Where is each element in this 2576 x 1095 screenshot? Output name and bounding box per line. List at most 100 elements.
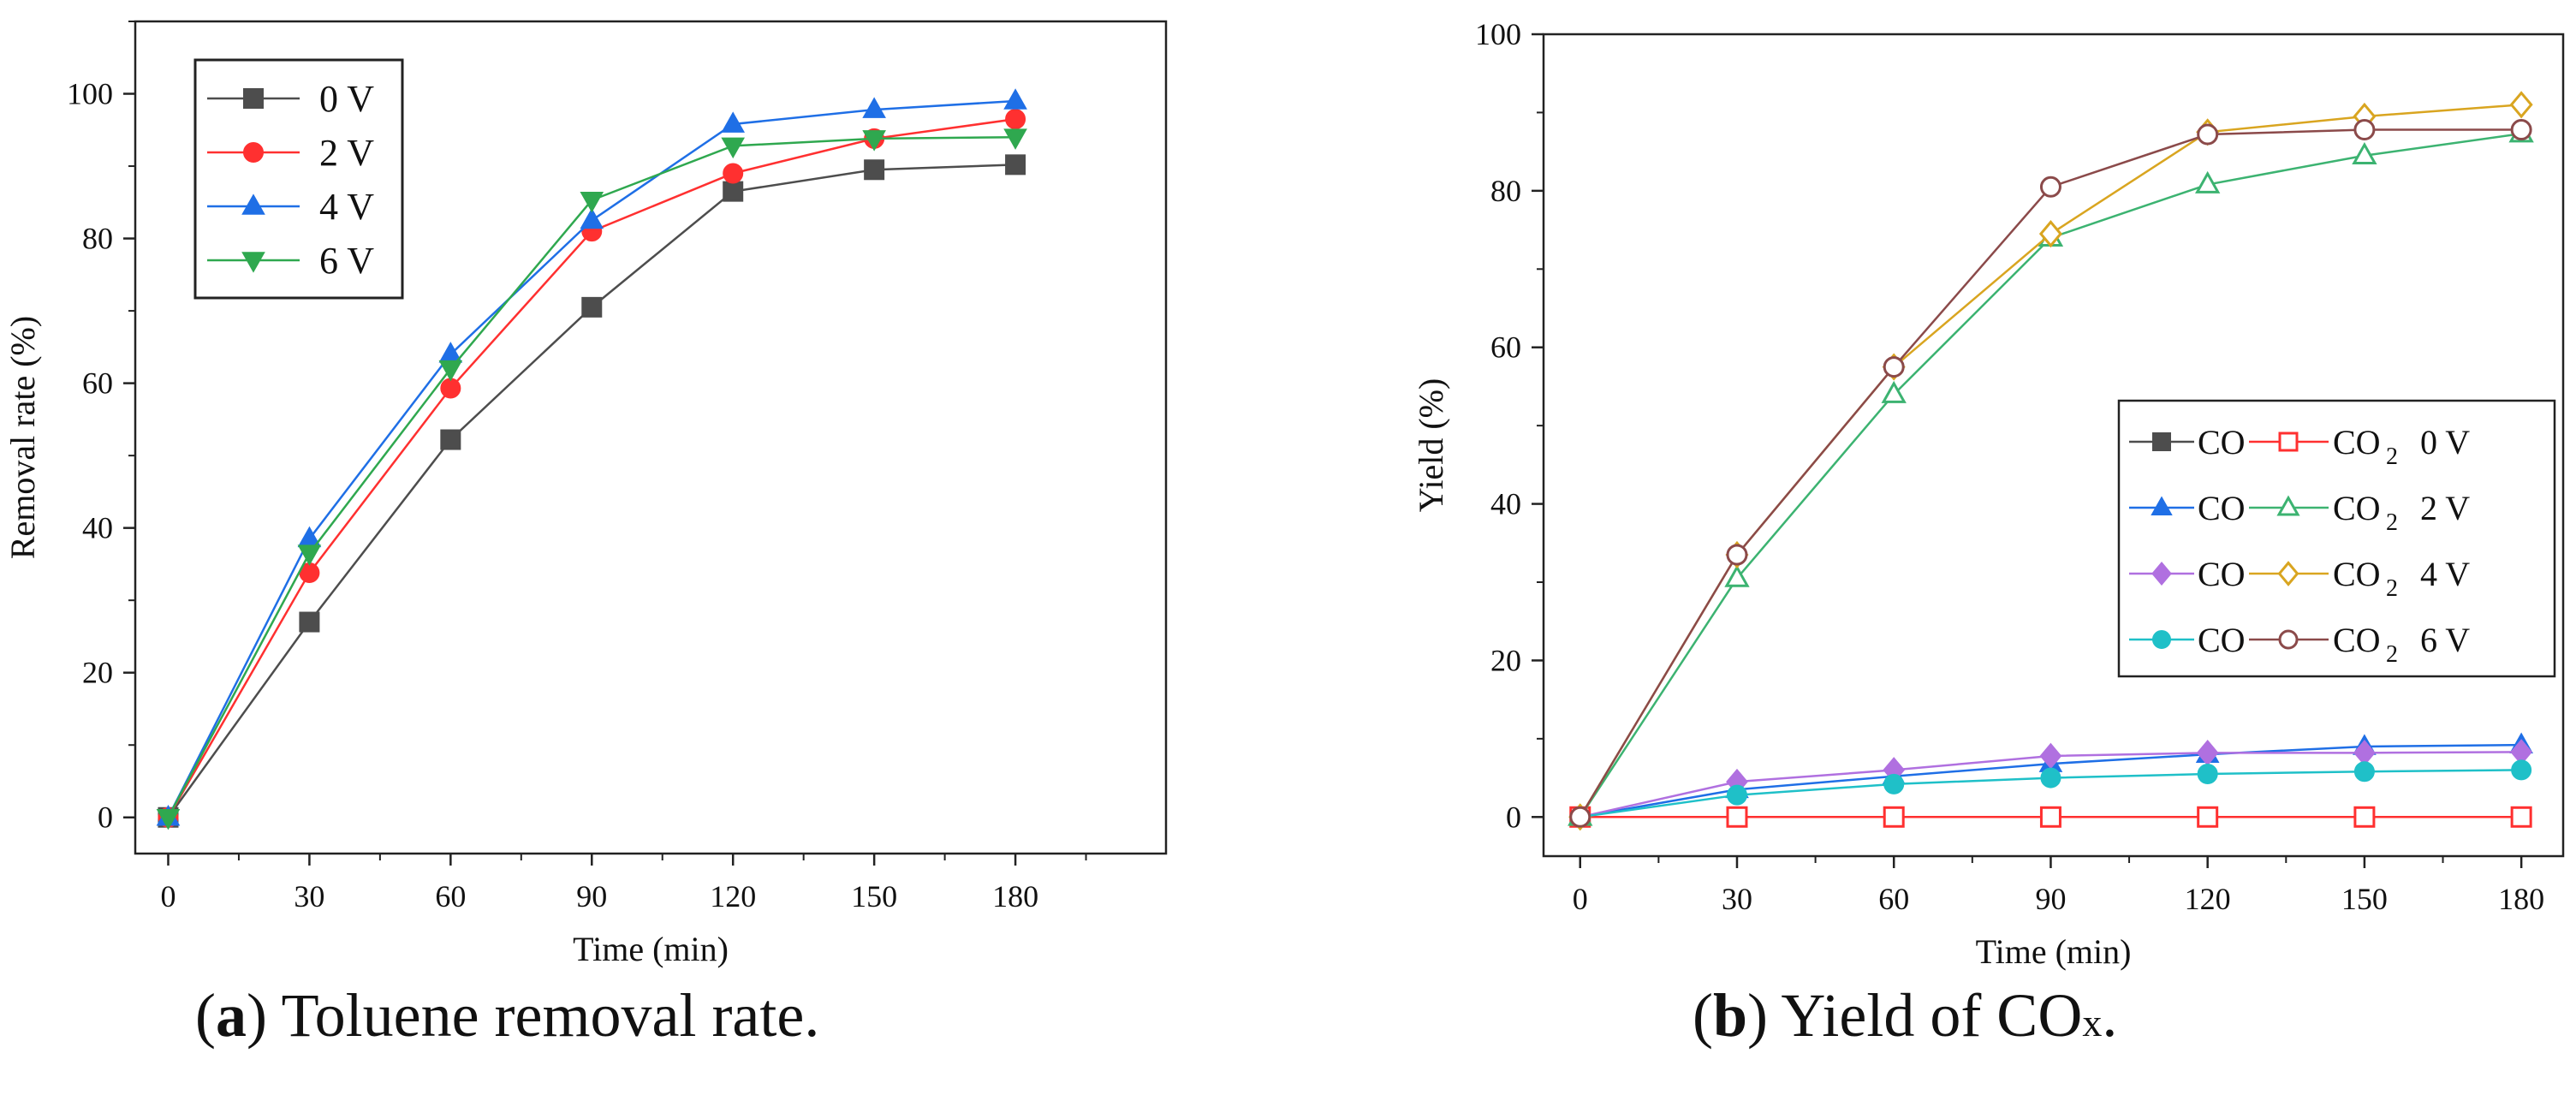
data-point: [156, 808, 181, 830]
legend-subscript: 2: [2386, 575, 2398, 602]
legend-marker: [2152, 630, 2171, 649]
data-point: [1005, 109, 1026, 130]
data-point: [1726, 806, 1748, 828]
legend-label: CO: [2333, 555, 2381, 593]
legend-voltage: 6 V: [2420, 621, 2470, 659]
x-tick-label: 60: [1878, 882, 1909, 916]
data-point: [1883, 806, 1905, 828]
caption-a: (a) Toluene removal rate.: [195, 981, 820, 1050]
y-tick-label: 100: [67, 77, 113, 111]
data-point: [2353, 806, 2376, 828]
data-point: [721, 111, 746, 133]
caption-b-sub: x: [2082, 1001, 2103, 1044]
data-point: [2197, 764, 2218, 784]
data-point: [1003, 88, 1027, 110]
caption-b-text: Yield of CO: [1781, 981, 2083, 1050]
x-tick-label: 90: [2035, 882, 2066, 916]
x-tick-label: 120: [710, 879, 756, 913]
data-point: [1883, 773, 1905, 794]
legend-label: 2 V: [319, 132, 374, 174]
legend-marker: [243, 88, 264, 109]
legend-label: CO: [2333, 489, 2381, 527]
data-point: [2040, 767, 2061, 789]
legend-marker: [2278, 629, 2299, 650]
series-b-1: [1569, 806, 2532, 828]
data-point: [2353, 761, 2375, 783]
legend-marker: [2278, 431, 2299, 452]
legend-label: 6 V: [319, 240, 374, 282]
legend-b: CO CO 2 0 VCO CO 2 2 VCO CO 2 4 VCO CO 2 6 V: [2117, 399, 2556, 678]
legend-box: [2117, 399, 2556, 678]
plot-frame: [1542, 33, 2565, 858]
legend-marker: [243, 142, 264, 163]
data-point: [862, 130, 886, 152]
data-point: [862, 97, 886, 118]
legend-marker: [241, 193, 265, 215]
data-point: [440, 429, 461, 450]
data-point: [438, 360, 463, 382]
series-b-7: [1569, 119, 2532, 828]
caption-b-end: .: [2102, 981, 2118, 1050]
legend-marker: [241, 252, 265, 273]
data-point: [721, 137, 746, 159]
data-point: [2353, 119, 2376, 141]
series-b-6: [1569, 759, 2532, 828]
legend-label: CO: [2333, 423, 2381, 461]
y-tick-label: 80: [1490, 174, 1521, 208]
data-point: [2039, 806, 2061, 828]
x-tick-label: 60: [435, 879, 466, 913]
data-point: [2511, 759, 2532, 781]
data-point: [723, 181, 744, 202]
data-point: [2038, 220, 2062, 248]
legend-label: 0 V: [319, 78, 374, 120]
data-point: [1005, 154, 1026, 176]
legend-subscript: 2: [2386, 641, 2398, 668]
legend-marker: [2152, 432, 2171, 451]
y-tick-label: 40: [82, 511, 113, 545]
plot-frame: [134, 20, 1168, 855]
data-point: [2197, 806, 2219, 828]
data-point: [581, 296, 603, 318]
caption-b: (b) Yield of COx.: [1693, 981, 2118, 1050]
legend-marker: [2277, 561, 2299, 586]
data-point: [580, 191, 604, 213]
chart-a: 0 30 60 90 120 150 180 0 20 40 60 80 100 Time (min) Re…: [3, 20, 1168, 968]
data-point: [2197, 123, 2219, 146]
data-point: [2510, 119, 2532, 141]
x-tick-label: 120: [2185, 882, 2231, 916]
x-tick-label: 30: [294, 879, 324, 913]
legend-label: CO: [2198, 489, 2246, 527]
legend-voltage: 4 V: [2420, 555, 2470, 593]
legend-label: CO: [2198, 555, 2246, 593]
x-axis-label: Time (min): [1976, 932, 2132, 971]
data-point: [2039, 176, 2061, 198]
y-tick-label: 100: [1475, 17, 1521, 51]
x-axis-label: Time (min): [573, 930, 729, 968]
data-point: [723, 163, 744, 184]
data-point: [1003, 128, 1027, 150]
y-tick-label: 0: [1506, 800, 1521, 834]
data-point: [1883, 356, 1905, 378]
legend-voltage: 0 V: [2420, 423, 2470, 461]
series-a-3: [156, 128, 1027, 830]
x-tick-label: 0: [1573, 882, 1588, 916]
x-tick-label: 0: [160, 879, 176, 913]
y-tick-label: 0: [98, 800, 113, 835]
y-tick-label: 80: [82, 222, 113, 256]
data-point: [1726, 544, 1748, 566]
data-point: [1724, 564, 1750, 587]
x-tick-label: 150: [851, 879, 897, 913]
x-tick-label: 150: [2341, 882, 2388, 916]
legend-label: CO: [2198, 621, 2246, 659]
data-point: [2352, 142, 2377, 165]
data-point: [1569, 806, 1591, 828]
legend-marker: [2151, 496, 2173, 515]
data-point: [2195, 170, 2221, 193]
x-tick-label: 180: [992, 879, 1038, 913]
data-point: [2353, 740, 2376, 766]
y-tick-label: 20: [82, 656, 113, 690]
legend-marker: [2151, 561, 2172, 586]
y-tick-label: 60: [1490, 330, 1521, 365]
legend-label: 4 V: [319, 186, 374, 228]
